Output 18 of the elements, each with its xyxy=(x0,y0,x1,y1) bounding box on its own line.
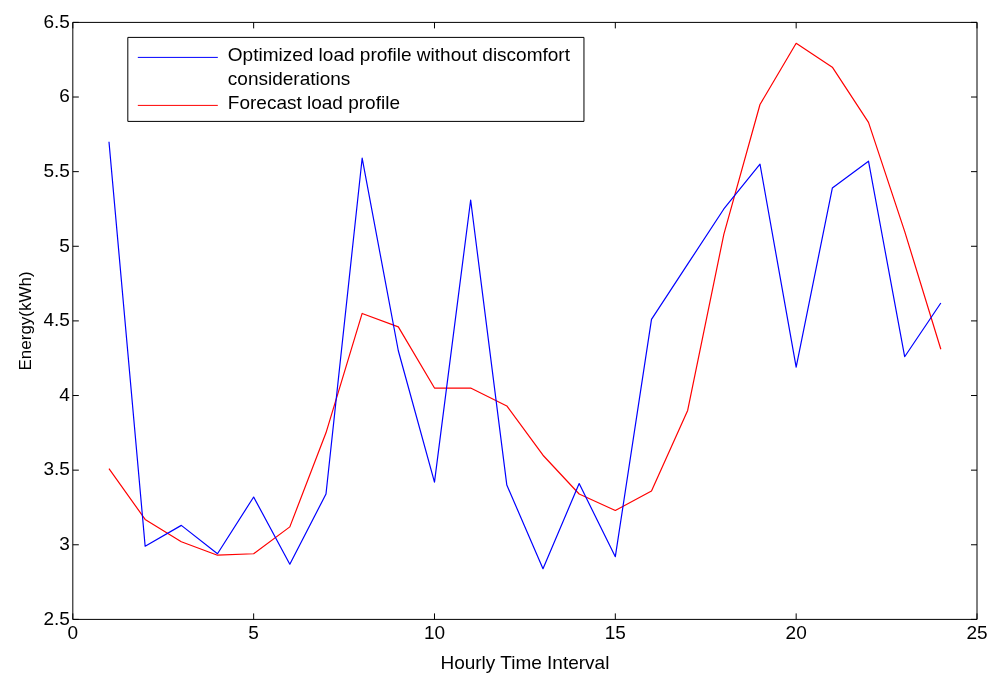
y-tick-label: 2.5 xyxy=(43,607,70,629)
y-tick-label: 3 xyxy=(59,533,70,555)
y-tick-label: 6 xyxy=(59,85,70,107)
x-tick-label: 5 xyxy=(248,622,259,644)
x-axis-title: Hourly Time Interval xyxy=(440,651,610,673)
x-tick-label: 15 xyxy=(604,622,626,644)
x-tick-label: 25 xyxy=(966,622,988,644)
legend-label: Optimized load profile without discomfort considerations xyxy=(227,43,571,89)
y-tick-label: 6.5 xyxy=(43,10,70,32)
y-tick-label: 4.5 xyxy=(43,309,70,331)
y-tick-label: 5 xyxy=(59,234,70,256)
legend-label: Forecast load profile xyxy=(227,91,400,113)
x-tick-label: 20 xyxy=(785,622,807,644)
x-tick-label: 10 xyxy=(423,622,446,644)
y-tick-label: 5.5 xyxy=(43,159,70,181)
y-tick-label: 3.5 xyxy=(43,458,70,480)
y-tick-label: 4 xyxy=(59,383,71,405)
y-axis-title: Energy(kWh) xyxy=(15,271,35,371)
